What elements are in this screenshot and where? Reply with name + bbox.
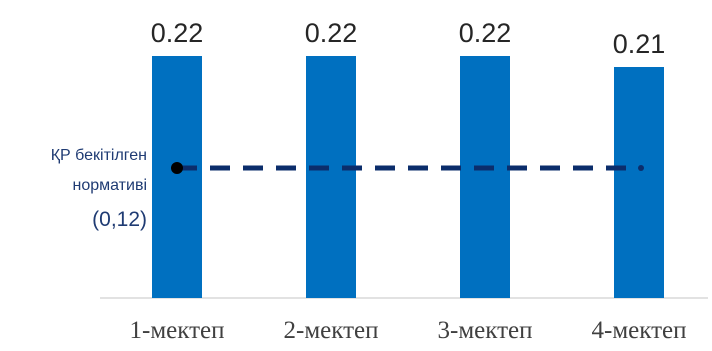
value-label-4: 0.21 xyxy=(613,29,666,59)
reference-value-label: (0,12) xyxy=(92,208,147,231)
category-labels-group: 1-мектеп 2-мектеп 3-мектеп 4-мектеп xyxy=(130,317,687,344)
value-label-1: 0.22 xyxy=(151,18,204,48)
category-label-3: 3-мектеп xyxy=(438,317,533,344)
value-labels-group: 0.22 0.22 0.22 0.21 xyxy=(151,18,666,59)
reference-end-marker xyxy=(638,165,644,171)
bar-2 xyxy=(306,56,356,298)
category-label-4: 4-мектеп xyxy=(592,317,687,344)
category-label-1: 1-мектеп xyxy=(130,317,225,344)
reference-label-line-2: нормативі xyxy=(73,177,148,194)
bar-4 xyxy=(614,67,664,298)
reference-label-line-1: ҚР бекітілген xyxy=(51,147,147,164)
bar-1 xyxy=(152,56,202,298)
value-label-2: 0.22 xyxy=(305,18,358,48)
reference-start-marker xyxy=(171,162,183,174)
bar-3 xyxy=(460,56,510,298)
value-label-3: 0.22 xyxy=(459,18,512,48)
category-label-2: 2-мектеп xyxy=(284,317,379,344)
reference-line-group xyxy=(171,162,644,174)
bars-group xyxy=(152,56,664,298)
